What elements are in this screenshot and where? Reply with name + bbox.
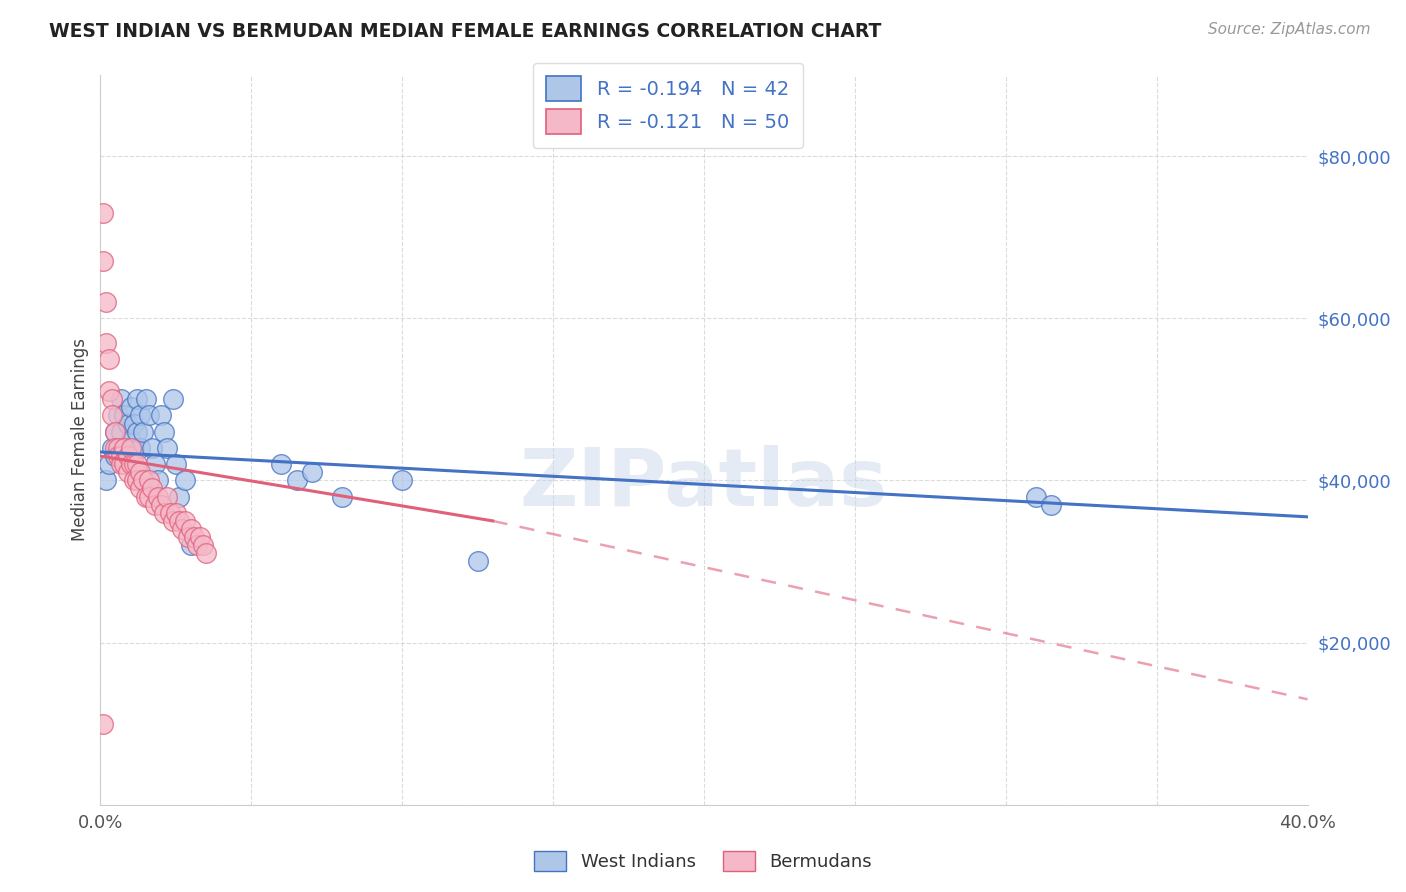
Point — [143, 498, 166, 512]
Point — [156, 490, 179, 504]
Point — [114, 441, 136, 455]
Point — [170, 522, 193, 536]
Point — [152, 506, 174, 520]
Point — [114, 441, 136, 455]
Point — [195, 546, 218, 560]
Point — [188, 530, 211, 544]
Point — [1040, 498, 1063, 512]
Point — [117, 449, 139, 463]
Point — [159, 506, 181, 520]
Legend: West Indians, Bermudans: West Indians, Bermudans — [526, 844, 880, 879]
Point — [128, 482, 150, 496]
Point — [104, 449, 127, 463]
Point — [104, 425, 127, 439]
Point — [186, 538, 208, 552]
Point — [330, 490, 353, 504]
Point — [165, 506, 187, 520]
Point — [117, 449, 139, 463]
Legend: R = -0.194   N = 42, R = -0.121   N = 50: R = -0.194 N = 42, R = -0.121 N = 50 — [533, 62, 803, 148]
Point — [146, 490, 169, 504]
Point — [167, 514, 190, 528]
Point — [117, 417, 139, 431]
Point — [96, 335, 118, 350]
Point — [120, 457, 142, 471]
Point — [110, 392, 132, 407]
Point — [107, 409, 129, 423]
Point — [110, 425, 132, 439]
Point — [183, 530, 205, 544]
Point — [104, 425, 127, 439]
Point — [141, 441, 163, 455]
Point — [167, 490, 190, 504]
Point — [114, 409, 136, 423]
Point — [125, 425, 148, 439]
Point — [98, 457, 121, 471]
Point — [149, 498, 172, 512]
Point — [467, 554, 489, 568]
Point — [165, 457, 187, 471]
Point — [135, 392, 157, 407]
Point — [391, 474, 413, 488]
Point — [301, 465, 323, 479]
Point — [93, 254, 115, 268]
Point — [173, 514, 195, 528]
Point — [98, 384, 121, 399]
Point — [120, 441, 142, 455]
Point — [96, 474, 118, 488]
Point — [162, 392, 184, 407]
Point — [146, 474, 169, 488]
Point — [125, 392, 148, 407]
Point — [125, 474, 148, 488]
Point — [143, 457, 166, 471]
Point — [138, 490, 160, 504]
Point — [177, 530, 200, 544]
Point — [122, 474, 145, 488]
Point — [156, 441, 179, 455]
Point — [101, 441, 124, 455]
Point — [191, 538, 214, 552]
Point — [131, 425, 153, 439]
Point — [285, 474, 308, 488]
Point — [125, 457, 148, 471]
Point — [110, 457, 132, 471]
Point — [107, 449, 129, 463]
Point — [128, 465, 150, 479]
Point — [152, 425, 174, 439]
Y-axis label: Median Female Earnings: Median Female Earnings — [72, 338, 89, 541]
Point — [101, 409, 124, 423]
Point — [141, 482, 163, 496]
Point — [1025, 490, 1047, 504]
Point — [101, 392, 124, 407]
Point — [96, 295, 118, 310]
Point — [128, 441, 150, 455]
Point — [104, 441, 127, 455]
Point — [122, 417, 145, 431]
Point — [93, 716, 115, 731]
Point — [120, 433, 142, 447]
Text: WEST INDIAN VS BERMUDAN MEDIAN FEMALE EARNINGS CORRELATION CHART: WEST INDIAN VS BERMUDAN MEDIAN FEMALE EA… — [49, 22, 882, 41]
Point — [173, 474, 195, 488]
Point — [98, 351, 121, 366]
Point — [138, 409, 160, 423]
Text: ZIPatlas: ZIPatlas — [520, 444, 889, 523]
Point — [122, 441, 145, 455]
Point — [138, 474, 160, 488]
Point — [93, 206, 115, 220]
Point — [149, 409, 172, 423]
Point — [128, 409, 150, 423]
Point — [120, 401, 142, 415]
Point — [110, 449, 132, 463]
Point — [114, 457, 136, 471]
Point — [135, 490, 157, 504]
Point — [122, 457, 145, 471]
Text: Source: ZipAtlas.com: Source: ZipAtlas.com — [1208, 22, 1371, 37]
Point — [180, 522, 202, 536]
Point — [131, 474, 153, 488]
Point — [107, 441, 129, 455]
Point — [117, 465, 139, 479]
Point — [162, 514, 184, 528]
Point — [270, 457, 292, 471]
Point — [180, 538, 202, 552]
